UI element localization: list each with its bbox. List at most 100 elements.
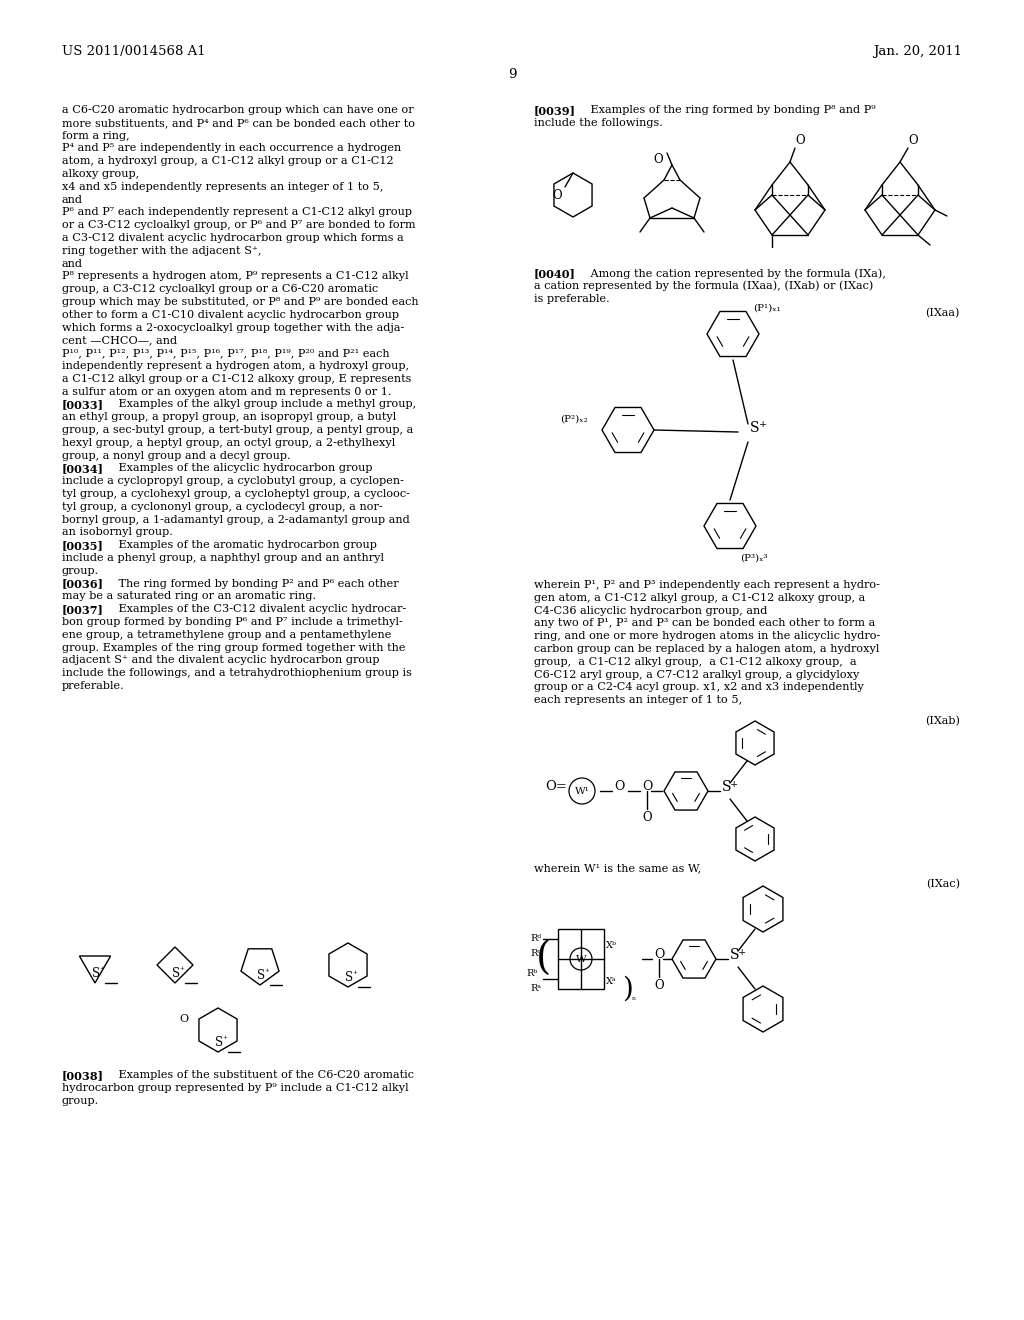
Text: group,  a C1-C12 alkyl group,  a C1-C12 alkoxy group,  a: group, a C1-C12 alkyl group, a C1-C12 al… [534,657,857,667]
Text: [0038]: [0038] [62,1071,104,1081]
Text: gen atom, a C1-C12 alkyl group, a C1-C12 alkoxy group, a: gen atom, a C1-C12 alkyl group, a C1-C12… [534,593,865,603]
Text: O: O [642,810,652,824]
Text: ₙ: ₙ [632,993,636,1002]
Text: Examples of the alicyclic hydrocarbon group: Examples of the alicyclic hydrocarbon gr… [100,463,373,474]
Text: a C6-C20 aromatic hydrocarbon group which can have one or: a C6-C20 aromatic hydrocarbon group whic… [62,106,414,115]
Text: or a C3-C12 cycloalkyl group, or P⁶ and P⁷ are bonded to form: or a C3-C12 cycloalkyl group, or P⁶ and … [62,220,416,230]
Text: [0035]: [0035] [62,540,103,552]
Text: 9: 9 [508,69,516,81]
Text: any two of P¹, P² and P³ can be bonded each other to form a: any two of P¹, P² and P³ can be bonded e… [534,618,876,628]
Text: (P²)ₓ₂: (P²)ₓ₂ [560,414,588,424]
Text: wherein W¹ is the same as W,: wherein W¹ is the same as W, [534,863,701,873]
Text: and: and [62,194,83,205]
Text: O: O [552,189,562,202]
Text: +: + [738,948,746,957]
Text: S: S [345,972,353,983]
Text: group, a nonyl group and a decyl group.: group, a nonyl group and a decyl group. [62,450,291,461]
Text: O: O [642,780,652,792]
Text: O: O [614,780,625,792]
Text: (IXac): (IXac) [926,879,961,890]
Text: S: S [257,969,265,982]
Text: +: + [730,780,738,789]
Text: group which may be substituted, or P⁸ and P⁹ are bonded each: group which may be substituted, or P⁸ an… [62,297,419,308]
Text: O: O [180,1014,189,1024]
Text: include the followings.: include the followings. [534,117,663,128]
Text: hexyl group, a heptyl group, an octyl group, a 2-ethylhexyl: hexyl group, a heptyl group, an octyl gr… [62,438,395,447]
Text: Examples of the aromatic hydrocarbon group: Examples of the aromatic hydrocarbon gro… [100,540,377,550]
Text: P⁴ and P⁵ are independently in each occurrence a hydrogen: P⁴ and P⁵ are independently in each occu… [62,144,401,153]
Text: Xᵃ: Xᵃ [606,977,616,986]
Text: Examples of the substituent of the C6-C20 aromatic: Examples of the substituent of the C6-C2… [100,1071,414,1080]
Text: [0039]: [0039] [534,106,575,116]
Text: ): ) [622,975,633,1002]
Text: W: W [575,954,587,964]
Text: ring together with the adjacent S⁺,: ring together with the adjacent S⁺, [62,246,261,256]
Text: [0033]: [0033] [62,400,104,411]
Text: group or a C2-C4 acyl group. x1, x2 and x3 independently: group or a C2-C4 acyl group. x1, x2 and … [534,682,864,693]
Text: more substituents, and P⁴ and P⁶ can be bonded each other to: more substituents, and P⁴ and P⁶ can be … [62,117,415,128]
Text: bon group formed by bonding P⁶ and P⁷ include a trimethyl-: bon group formed by bonding P⁶ and P⁷ in… [62,616,402,627]
Text: tyl group, a cyclononyl group, a cyclodecyl group, a nor-: tyl group, a cyclononyl group, a cyclode… [62,502,383,512]
Text: S: S [172,968,180,979]
Text: Rᵃ: Rᵃ [530,983,541,993]
Text: P⁶ and P⁷ each independently represent a C1-C12 alkyl group: P⁶ and P⁷ each independently represent a… [62,207,412,218]
Text: O: O [795,135,805,147]
Text: adjacent S⁺ and the divalent acyclic hydrocarbon group: adjacent S⁺ and the divalent acyclic hyd… [62,656,380,665]
Text: ⁺: ⁺ [179,966,183,975]
Text: S: S [215,1036,223,1049]
Text: other to form a C1-C10 divalent acyclic hydrocarbon group: other to form a C1-C10 divalent acyclic … [62,310,399,319]
Text: Rᶜ: Rᶜ [530,949,541,958]
Text: [0034]: [0034] [62,463,104,474]
Text: Xᵇ: Xᵇ [606,941,616,950]
Text: atom, a hydroxyl group, a C1-C12 alkyl group or a C1-C12: atom, a hydroxyl group, a C1-C12 alkyl g… [62,156,393,166]
Text: P⁸ represents a hydrogen atom, P⁹ represents a C1-C12 alkyl: P⁸ represents a hydrogen atom, P⁹ repres… [62,272,409,281]
Text: alkoxy group,: alkoxy group, [62,169,139,180]
Text: +: + [759,420,767,429]
Text: (P¹)ₓ₁: (P¹)ₓ₁ [753,304,780,313]
Text: a C1-C12 alkyl group or a C1-C12 alkoxy group, E represents: a C1-C12 alkyl group or a C1-C12 alkoxy … [62,374,412,384]
Text: bornyl group, a 1-adamantyl group, a 2-adamantyl group and: bornyl group, a 1-adamantyl group, a 2-a… [62,515,410,524]
Text: is preferable.: is preferable. [534,293,609,304]
Text: form a ring,: form a ring, [62,131,130,141]
Text: ⁺: ⁺ [352,970,356,979]
Text: O=: O= [545,780,567,792]
Text: Examples of the ring formed by bonding P⁸ and P⁹: Examples of the ring formed by bonding P… [572,106,876,115]
Text: which forms a 2-oxocycloalkyl group together with the adja-: which forms a 2-oxocycloalkyl group toge… [62,322,404,333]
Text: US 2011/0014568 A1: US 2011/0014568 A1 [62,45,206,58]
Text: group.: group. [62,1096,99,1106]
Text: preferable.: preferable. [62,681,125,690]
Text: O: O [654,948,665,961]
Text: C6-C12 aryl group, a C7-C12 aralkyl group, a glycidyloxy: C6-C12 aryl group, a C7-C12 aralkyl grou… [534,669,859,680]
Text: ⁺: ⁺ [99,966,103,975]
Text: (: ( [536,940,551,978]
Text: and: and [62,259,83,268]
Text: an isobornyl group.: an isobornyl group. [62,528,173,537]
Text: S: S [92,968,100,979]
Text: Examples of the C3-C12 divalent acyclic hydrocar-: Examples of the C3-C12 divalent acyclic … [100,605,407,614]
Text: group, a C3-C12 cycloalkyl group or a C6-C20 aromatic: group, a C3-C12 cycloalkyl group or a C6… [62,284,378,294]
Text: S: S [730,948,739,962]
Text: hydrocarbon group represented by P⁹ include a C1-C12 alkyl: hydrocarbon group represented by P⁹ incl… [62,1082,409,1093]
Text: C4-C36 alicyclic hydrocarbon group, and: C4-C36 alicyclic hydrocarbon group, and [534,606,767,615]
Text: W¹: W¹ [574,787,590,796]
Text: [0036]: [0036] [62,578,104,590]
Text: wherein P¹, P² and P³ independently each represent a hydro-: wherein P¹, P² and P³ independently each… [534,579,880,590]
Text: a cation represented by the formula (IXaa), (IXab) or (IXac): a cation represented by the formula (IXa… [534,281,873,292]
Text: ⁺: ⁺ [264,968,268,977]
Text: include a phenyl group, a naphthyl group and an anthryl: include a phenyl group, a naphthyl group… [62,553,384,564]
Text: S: S [750,421,760,436]
Text: tyl group, a cyclohexyl group, a cycloheptyl group, a cyclooc-: tyl group, a cyclohexyl group, a cyclohe… [62,488,410,499]
Text: P¹⁰, P¹¹, P¹², P¹³, P¹⁴, P¹⁵, P¹⁶, P¹⁷, P¹⁸, P¹⁹, P²⁰ and P²¹ each: P¹⁰, P¹¹, P¹², P¹³, P¹⁴, P¹⁵, P¹⁶, P¹⁷, … [62,348,389,358]
Text: Rᵇ: Rᵇ [526,969,538,978]
Text: a C3-C12 divalent acyclic hydrocarbon group which forms a: a C3-C12 divalent acyclic hydrocarbon gr… [62,234,403,243]
Text: ⁺: ⁺ [222,1035,226,1044]
Text: Rᵈ: Rᵈ [530,935,541,942]
Text: cent —CHCO—, and: cent —CHCO—, and [62,335,177,346]
Circle shape [570,948,592,970]
Text: may be a saturated ring or an aromatic ring.: may be a saturated ring or an aromatic r… [62,591,316,602]
Text: an ethyl group, a propyl group, an isopropyl group, a butyl: an ethyl group, a propyl group, an isopr… [62,412,396,422]
Text: a sulfur atom or an oxygen atom and m represents 0 or 1.: a sulfur atom or an oxygen atom and m re… [62,387,391,396]
Text: Jan. 20, 2011: Jan. 20, 2011 [873,45,962,58]
Text: group, a sec-butyl group, a tert-butyl group, a pentyl group, a: group, a sec-butyl group, a tert-butyl g… [62,425,414,436]
Text: Among the cation represented by the formula (IXa),: Among the cation represented by the form… [572,268,886,279]
